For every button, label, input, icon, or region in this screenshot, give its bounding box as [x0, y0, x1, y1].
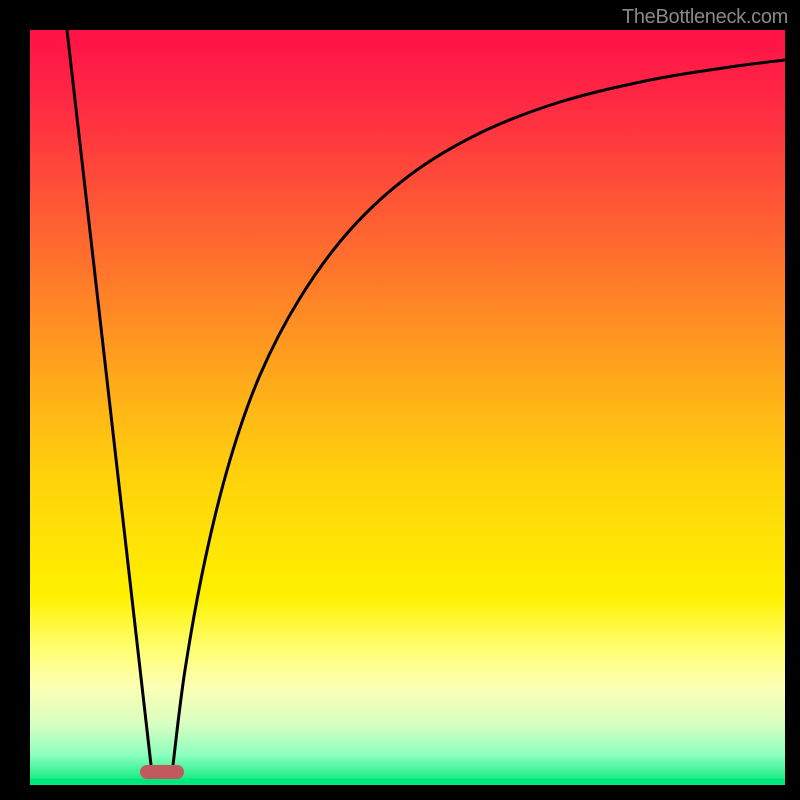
- watermark-text: TheBottleneck.com: [622, 6, 788, 29]
- chart-background: [30, 30, 785, 785]
- min-marker: [140, 765, 184, 779]
- chart-area: [30, 30, 785, 785]
- chart-svg: [30, 30, 785, 785]
